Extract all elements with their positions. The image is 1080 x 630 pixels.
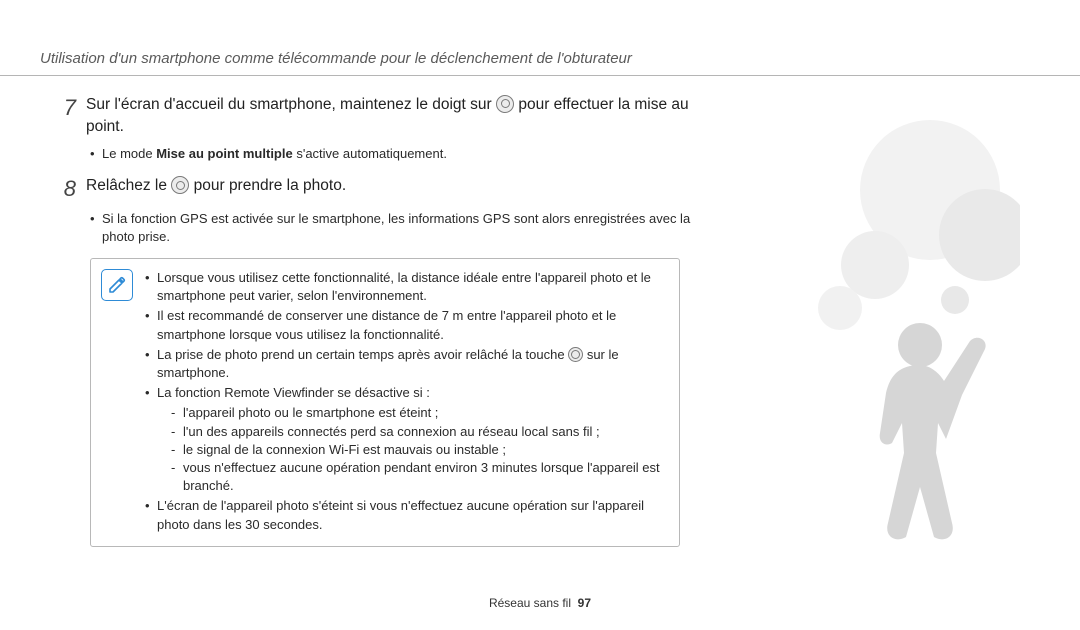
header-title: Utilisation d'un smartphone comme téléco… bbox=[40, 50, 632, 67]
step7-bullet-1: Le mode Mise au point multiple s'active … bbox=[90, 145, 712, 163]
step-7: 7 Sur l'écran d'accueil du smartphone, m… bbox=[52, 94, 712, 139]
step-8: 8 Relâchez le pour prendre la photo. bbox=[52, 175, 712, 204]
page-header: Utilisation d'un smartphone comme téléco… bbox=[0, 0, 1080, 76]
step8-text-a: Relâchez le bbox=[86, 177, 171, 194]
bold-text: Mise au point multiple bbox=[156, 146, 293, 161]
page-footer: Réseau sans fil 97 bbox=[0, 596, 1080, 610]
step8-bullets: Si la fonction GPS est activée sur le sm… bbox=[52, 210, 712, 246]
decorative-art bbox=[760, 120, 1020, 560]
step7-bullets: Le mode Mise au point multiple s'active … bbox=[52, 145, 712, 163]
dash-list: l'appareil photo ou le smartphone est ét… bbox=[157, 404, 665, 495]
step7-text-a: Sur l'écran d'accueil du smartphone, mai… bbox=[86, 96, 496, 113]
dash-1: l'appareil photo ou le smartphone est ét… bbox=[171, 404, 665, 422]
step-number: 8 bbox=[52, 175, 76, 204]
page-number: 97 bbox=[578, 596, 591, 610]
note-icon bbox=[101, 269, 133, 301]
bubbles-and-child-silhouette bbox=[760, 120, 1020, 560]
dash-3: le signal de la connexion Wi-Fi est mauv… bbox=[171, 441, 665, 459]
dash-2: l'un des appareils connectés perd sa con… bbox=[171, 423, 665, 441]
text: Le mode bbox=[102, 146, 156, 161]
note-box: Lorsque vous utilisez cette fonctionnali… bbox=[90, 258, 680, 547]
text: La prise de photo prend un certain temps… bbox=[157, 347, 568, 362]
shutter-icon bbox=[171, 176, 189, 194]
dash-4: vous n'effectuez aucune opération pendan… bbox=[171, 459, 665, 495]
note-item-2: Il est recommandé de conserver une dista… bbox=[145, 307, 665, 343]
step-number: 7 bbox=[52, 94, 76, 123]
note-item-1: Lorsque vous utilisez cette fonctionnali… bbox=[145, 269, 665, 305]
shutter-icon bbox=[496, 95, 514, 113]
step8-bullet-1: Si la fonction GPS est activée sur le sm… bbox=[90, 210, 712, 246]
note-item-3: La prise de photo prend un certain temps… bbox=[145, 346, 665, 382]
step8-text-b: pour prendre la photo. bbox=[194, 177, 347, 194]
footer-section: Réseau sans fil bbox=[489, 596, 571, 610]
step-body: Relâchez le pour prendre la photo. bbox=[86, 175, 346, 197]
text: La fonction Remote Viewfinder se désacti… bbox=[157, 385, 430, 400]
shutter-icon bbox=[568, 347, 583, 362]
note-list: Lorsque vous utilisez cette fonctionnali… bbox=[145, 269, 665, 534]
step-body: Sur l'écran d'accueil du smartphone, mai… bbox=[86, 94, 712, 139]
content-column: 7 Sur l'écran d'accueil du smartphone, m… bbox=[0, 94, 712, 547]
note-item-5: L'écran de l'appareil photo s'éteint si … bbox=[145, 497, 665, 533]
pencil-icon bbox=[107, 275, 127, 295]
note-item-4: La fonction Remote Viewfinder se désacti… bbox=[145, 384, 665, 495]
text: s'active automatiquement. bbox=[293, 146, 447, 161]
